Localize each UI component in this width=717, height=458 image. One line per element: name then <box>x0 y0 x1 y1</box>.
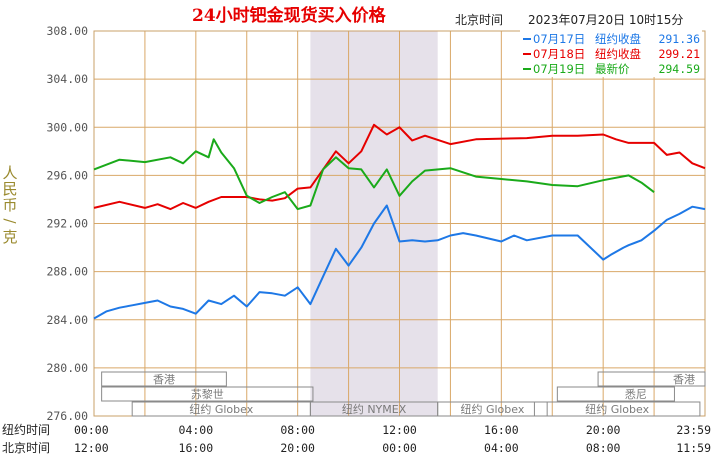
legend-value: 291.36 <box>658 32 700 46</box>
y-axis-label-char: 人 <box>2 164 17 182</box>
x-tick-newyork: 08:00 <box>280 423 315 437</box>
x-tick-newyork: 20:00 <box>586 423 621 437</box>
legend-value: 299.21 <box>658 47 700 61</box>
y-tick-label: 276.00 <box>46 409 88 423</box>
legend-date: 07月17日 <box>533 32 585 46</box>
timestamp: 2023年07月20日 10时15分 <box>528 13 683 27</box>
session-sydney-box <box>556 386 675 402</box>
legend-bg <box>520 29 702 77</box>
session-ny-globex-late-label: 纽约 Globex <box>460 402 524 416</box>
y-tick-label: 304.00 <box>46 72 88 86</box>
x-tick-beijing: 16:00 <box>179 441 214 455</box>
y-axis-label-char: 民 <box>2 180 17 198</box>
y-axis-label-char: 克 <box>2 228 17 246</box>
session-zurich-box <box>101 386 314 402</box>
row-label-beijing: 北京时间 <box>2 441 50 455</box>
x-tick-newyork: 04:00 <box>179 423 214 437</box>
y-tick-label: 288.00 <box>46 265 88 279</box>
legend-label: 最新价 <box>595 62 630 76</box>
y-tick-label: 292.00 <box>46 217 88 231</box>
session-ny-nymex-label: 纽约 NYMEX <box>342 402 407 416</box>
y-tick-label: 280.00 <box>46 361 88 375</box>
y-tick-label: 308.00 <box>46 24 88 38</box>
legend: 07月17日 纽约收盘 291.36 07月18日 纽约收盘 299.21 07月19日 最新… <box>520 29 702 77</box>
y-tick-label: 296.00 <box>46 168 88 182</box>
session-sydney-label: 悉尼 <box>625 388 647 401</box>
price-lines <box>93 123 706 320</box>
row-label-newyork: 纽约时间 <box>2 422 50 437</box>
x-tick-beijing: 04:00 <box>484 441 519 455</box>
x-tick-newyork: 16:00 <box>484 423 519 437</box>
chart-title: 24小时钯金现货买入价格 <box>192 5 387 26</box>
legend-label: 纽约收盘 <box>595 47 641 61</box>
session-ny-globex-label: 纽约 Globex <box>189 402 253 416</box>
session-ny-globex-next-label: 纽约 Globex <box>585 402 649 416</box>
session-hongkong-box <box>101 371 227 387</box>
session-hongkong-next-label: 香港 <box>673 373 695 386</box>
session-hongkong-next-box <box>597 371 706 387</box>
x-tick-beijing: 08:00 <box>586 441 621 455</box>
legend-date: 07月18日 <box>533 47 585 61</box>
y-tick-label: 300.00 <box>46 120 88 134</box>
timezone-label: 北京时间 <box>455 13 503 27</box>
session-hongkong-label: 香港 <box>153 373 175 386</box>
legend-value: 294.59 <box>658 62 700 76</box>
session-ny-globex-late-box <box>437 401 548 417</box>
x-tick-beijing: 20:00 <box>280 441 315 455</box>
x-tick-labels: 00:00 12:00 04:00 16:00 08:00 20:00 12:00 00:00… <box>74 423 711 455</box>
x-tick-newyork: 12:00 <box>382 423 417 437</box>
legend-date: 07月19日 <box>533 62 585 76</box>
series-line-0 <box>93 204 706 320</box>
x-tick-newyork: 23:59 <box>676 423 711 437</box>
session-ny-globex-next-box <box>533 401 701 417</box>
y-axis-label: 人民币 / 克 <box>1 164 19 246</box>
y-axis-label-char: 币 <box>2 196 17 214</box>
x-tick-newyork: 00:00 <box>74 423 109 437</box>
y-tick-label: 284.00 <box>46 313 88 327</box>
grid <box>93 30 706 417</box>
session-zurich-label: 苏黎世 <box>191 387 224 401</box>
x-tick-beijing: 11:59 <box>676 441 711 455</box>
x-tick-beijing: 12:00 <box>74 441 109 455</box>
legend-label: 纽约收盘 <box>595 32 641 46</box>
series-line-2 <box>93 138 655 211</box>
y-axis-label-char: / <box>1 218 19 224</box>
series-line-1 <box>93 123 706 211</box>
y-tick-labels: 276.00 280.00 284.00 288.00 292.00 296.00 300.… <box>46 24 88 423</box>
x-tick-beijing: 00:00 <box>382 441 417 455</box>
